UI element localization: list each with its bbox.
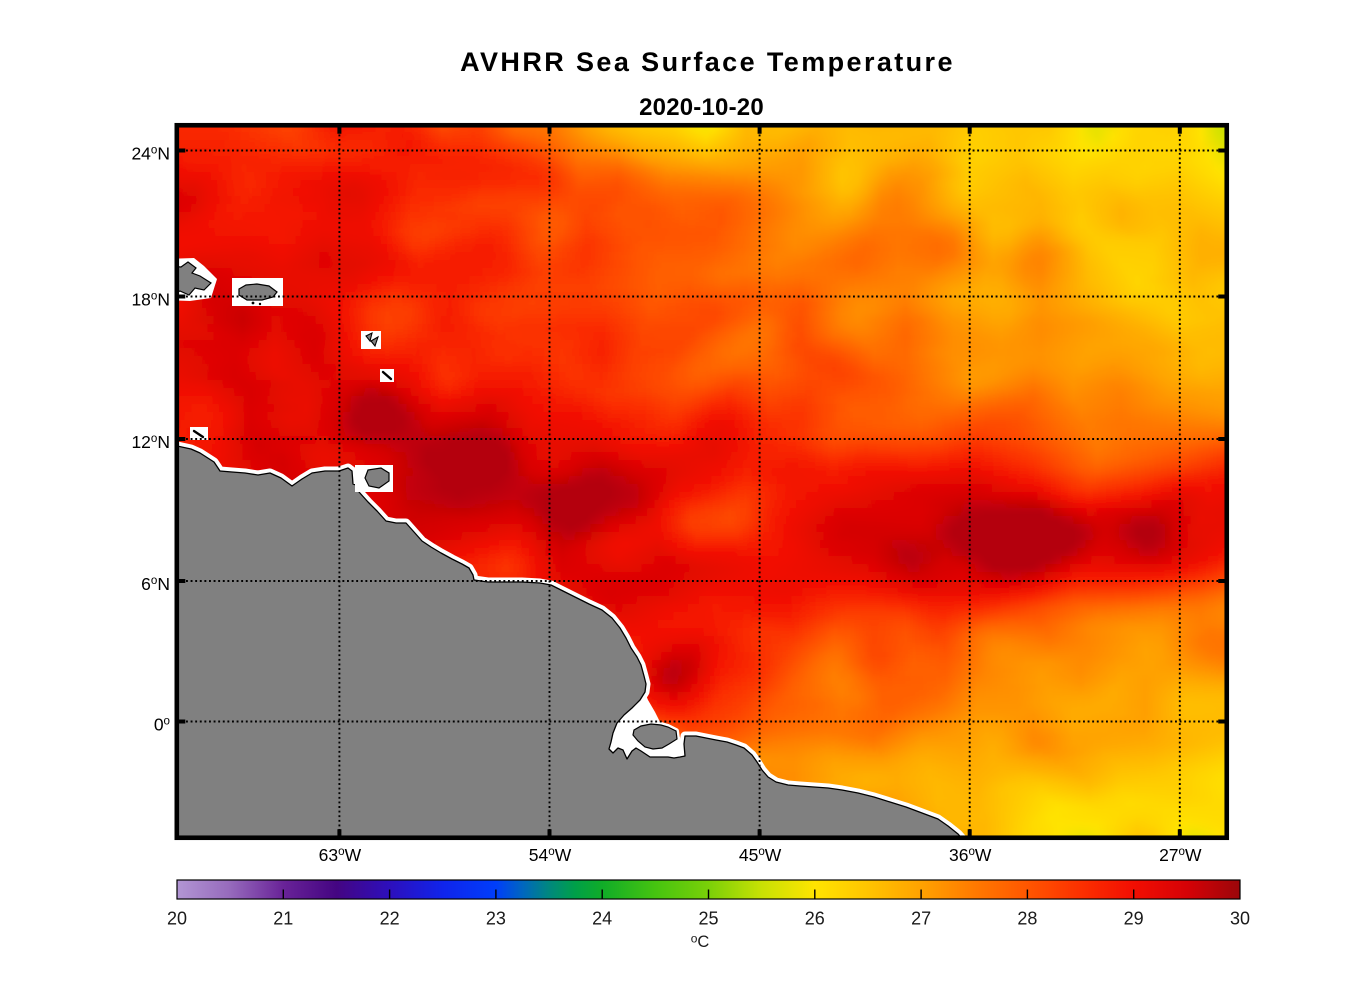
svg-text:24oN: 24oN [131, 144, 170, 164]
svg-text:45oW: 45oW [739, 845, 782, 865]
svg-text:54oW: 54oW [529, 845, 572, 865]
svg-text:29: 29 [1124, 909, 1144, 929]
svg-text:12oN: 12oN [131, 432, 170, 452]
svg-text:2020-10-20: 2020-10-20 [639, 94, 764, 121]
svg-text:oC: oC [691, 932, 710, 952]
svg-text:27: 27 [911, 909, 931, 929]
svg-text:22: 22 [380, 909, 400, 929]
svg-text:25: 25 [698, 909, 718, 929]
svg-text:24: 24 [592, 909, 612, 929]
svg-text:36oW: 36oW [949, 845, 992, 865]
svg-text:18oN: 18oN [131, 290, 170, 310]
svg-text:28: 28 [1017, 909, 1037, 929]
svg-text:AVHRR Sea Surface Temperature: AVHRR Sea Surface Temperature [460, 47, 955, 77]
svg-text:23: 23 [486, 909, 506, 929]
svg-text:63oW: 63oW [319, 845, 362, 865]
svg-text:20: 20 [167, 909, 187, 929]
svg-text:6oN: 6oN [141, 574, 170, 594]
svg-text:27oW: 27oW [1159, 845, 1202, 865]
svg-text:30: 30 [1230, 909, 1250, 929]
svg-text:26: 26 [805, 909, 825, 929]
svg-text:21: 21 [273, 909, 293, 929]
